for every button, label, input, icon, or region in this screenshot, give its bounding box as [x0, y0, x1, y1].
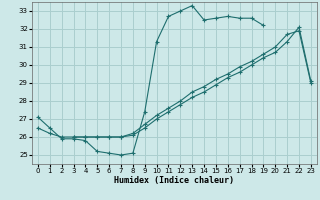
X-axis label: Humidex (Indice chaleur): Humidex (Indice chaleur) [115, 176, 234, 185]
